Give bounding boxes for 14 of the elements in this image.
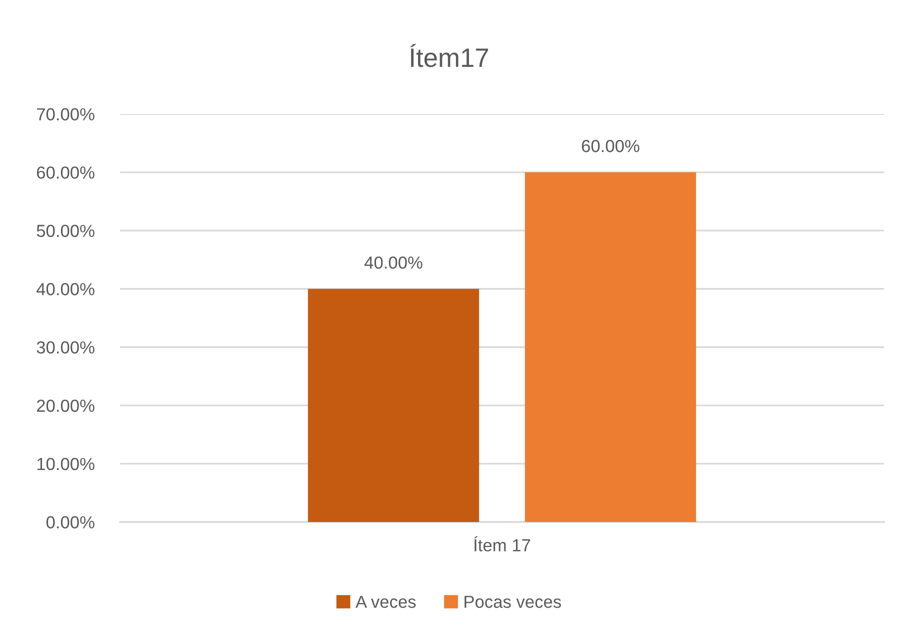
data-label: 60.00% — [582, 140, 640, 152]
x-tick-label: Ítem 17 — [474, 536, 530, 552]
y-tick-label: 50.00% — [36, 224, 94, 238]
y-tick-label: 10.00% — [37, 458, 94, 470]
legend-label: A veces — [356, 596, 416, 608]
y-tick-label: 30.00% — [36, 341, 94, 354]
y-tick-label: 0.00% — [46, 516, 94, 528]
data-label: 40.00% — [364, 256, 422, 269]
chart-title: Ítem17 — [410, 44, 488, 68]
y-tick-label: 20.00% — [36, 400, 94, 412]
y-tick-label: 40.00% — [36, 283, 94, 296]
legend-label: Pocas veces — [464, 596, 561, 608]
y-tick-label: 70.00% — [37, 108, 94, 120]
y-tick-label: 60.00% — [37, 166, 94, 179]
